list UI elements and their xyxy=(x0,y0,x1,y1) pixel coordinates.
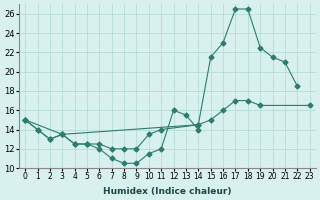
X-axis label: Humidex (Indice chaleur): Humidex (Indice chaleur) xyxy=(103,187,232,196)
